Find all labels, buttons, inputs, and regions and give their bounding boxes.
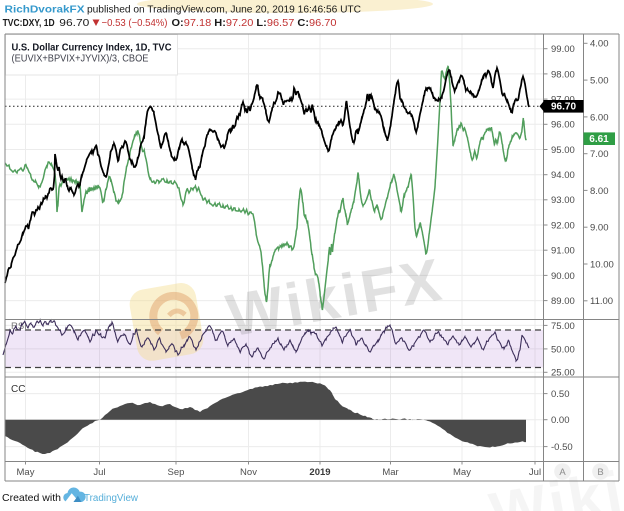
svg-text:Jul: Jul: [93, 467, 105, 478]
svg-text:May: May: [453, 467, 471, 478]
svg-text:10.00: 10.00: [590, 259, 614, 270]
svg-text:May: May: [17, 467, 35, 478]
svg-text:0.50: 0.50: [551, 389, 570, 400]
svg-text:90.00: 90.00: [551, 271, 575, 282]
svg-text:Jul: Jul: [529, 467, 541, 478]
svg-text:96.70: 96.70: [551, 102, 576, 113]
svg-text:U.S. Dollar Currency Index, 1D: U.S. Dollar Currency Index, 1D, TVC: [12, 43, 172, 54]
svg-text:11.00: 11.00: [590, 296, 613, 307]
svg-text:9.00: 9.00: [590, 223, 609, 234]
svg-text:95.00: 95.00: [551, 145, 575, 156]
svg-text:98.00: 98.00: [551, 69, 575, 80]
svg-text:94.00: 94.00: [551, 170, 575, 181]
svg-text:Mar: Mar: [382, 467, 398, 478]
svg-text:8.00: 8.00: [590, 186, 609, 197]
svg-text:92.00: 92.00: [551, 220, 575, 231]
svg-text:0.00: 0.00: [551, 415, 570, 426]
svg-text:91.00: 91.00: [551, 246, 575, 257]
svg-text:6.00: 6.00: [590, 112, 609, 123]
svg-text:4.00: 4.00: [590, 39, 609, 50]
svg-text:CC: CC: [11, 384, 25, 395]
svg-text:89.00: 89.00: [551, 296, 575, 307]
svg-text:−0.53 (−0.54%): −0.53 (−0.54%): [102, 18, 168, 29]
svg-text:Sep: Sep: [168, 467, 185, 478]
svg-text:-0.50: -0.50: [551, 442, 573, 453]
svg-text:TVC:DXY, 1D: TVC:DXY, 1D: [3, 18, 55, 29]
svg-text:published on TradingView.com,: published on TradingView.com, June 20, 2…: [87, 5, 361, 16]
svg-text:A: A: [559, 467, 566, 478]
svg-text:(EUVIX+BPVIX+JYVIX)/3, CBOE: (EUVIX+BPVIX+JYVIX)/3, CBOE: [12, 54, 149, 65]
svg-text:93.00: 93.00: [551, 195, 575, 206]
svg-text:TradingView: TradingView: [84, 493, 139, 504]
svg-text:O:97.18 H:97.20 L:96.57 C:96.7: O:97.18 H:97.20 L:96.57 C:96.70: [172, 18, 337, 29]
svg-text:50.00: 50.00: [551, 344, 575, 355]
svg-text:96.00: 96.00: [551, 120, 575, 131]
svg-text:75.00: 75.00: [551, 321, 575, 332]
svg-text:2019: 2019: [309, 467, 330, 478]
svg-text:5.00: 5.00: [590, 76, 609, 87]
svg-text:B: B: [597, 467, 603, 478]
svg-text:Nov: Nov: [240, 467, 257, 478]
svg-text:RichDvorakFX: RichDvorakFX: [5, 5, 85, 16]
svg-text:99.00: 99.00: [551, 44, 575, 55]
svg-text:Created with: Created with: [2, 492, 61, 504]
svg-text:RSI: RSI: [11, 321, 27, 332]
svg-text:25.00: 25.00: [551, 368, 575, 379]
svg-text:6.61: 6.61: [589, 134, 609, 145]
svg-text:96.70: 96.70: [59, 18, 89, 29]
svg-text:7.00: 7.00: [590, 149, 609, 160]
